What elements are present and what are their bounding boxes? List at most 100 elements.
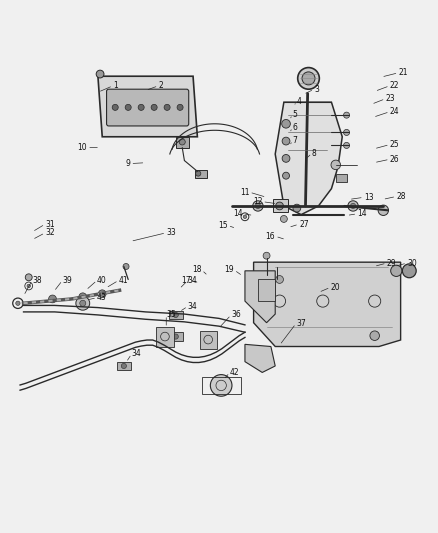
Text: 39: 39 [63,276,72,285]
Text: 18: 18 [192,265,202,274]
Circle shape [49,295,57,303]
Circle shape [25,274,32,281]
Polygon shape [245,344,275,373]
Bar [202,377,240,394]
Circle shape [283,172,290,179]
Circle shape [348,201,358,211]
Circle shape [99,290,106,297]
Circle shape [370,331,379,341]
Circle shape [343,130,350,135]
Text: 21: 21 [399,68,408,77]
Text: 6: 6 [293,123,297,132]
Text: 9: 9 [125,159,131,168]
Circle shape [123,263,129,270]
Circle shape [173,334,178,339]
Text: 27: 27 [299,220,309,229]
Text: 3: 3 [314,85,319,94]
Text: 28: 28 [396,192,406,201]
Text: 1: 1 [113,81,118,90]
Circle shape [125,104,131,110]
Text: 34: 34 [188,302,198,311]
Circle shape [378,205,389,215]
Text: 36: 36 [231,310,241,319]
Text: 24: 24 [390,107,399,116]
Bar [200,330,217,349]
Text: 26: 26 [390,155,399,164]
Bar [176,137,189,148]
Circle shape [331,160,340,169]
Circle shape [403,264,416,278]
Circle shape [293,204,301,212]
Circle shape [16,301,20,305]
Polygon shape [98,76,198,137]
Circle shape [80,300,86,306]
Circle shape [302,72,315,85]
Text: 41: 41 [119,276,128,285]
Circle shape [350,204,356,208]
Text: 19: 19 [225,265,234,274]
Text: 29: 29 [387,259,396,268]
Circle shape [253,201,263,211]
Circle shape [298,68,319,89]
Text: 35: 35 [166,310,176,319]
Text: 25: 25 [390,140,399,149]
Text: 17: 17 [181,276,191,285]
Circle shape [76,296,90,310]
Text: 2: 2 [159,81,163,90]
Text: 43: 43 [97,293,107,302]
Circle shape [138,104,144,110]
Text: 42: 42 [230,368,240,377]
Circle shape [243,215,247,219]
Text: 37: 37 [296,319,306,328]
Text: 12: 12 [253,197,262,206]
Circle shape [391,265,402,277]
Circle shape [276,202,283,210]
Circle shape [282,137,290,145]
Circle shape [276,276,283,284]
Text: 5: 5 [293,110,297,119]
Text: 31: 31 [45,220,55,229]
Circle shape [179,139,185,145]
FancyBboxPatch shape [106,89,189,126]
Text: 33: 33 [166,228,176,237]
Circle shape [282,155,290,162]
Polygon shape [254,262,401,346]
Text: 23: 23 [385,94,395,103]
Text: 38: 38 [32,276,42,285]
Bar [273,199,288,213]
Circle shape [282,119,290,128]
Bar [336,174,346,182]
Circle shape [173,312,178,318]
Text: 14: 14 [233,209,243,218]
Circle shape [280,215,287,222]
Circle shape [27,284,31,288]
Bar [169,332,183,341]
Text: 8: 8 [312,149,317,158]
Circle shape [121,364,127,368]
Polygon shape [275,102,342,215]
Bar [117,361,131,370]
Bar [195,170,207,178]
Text: 11: 11 [240,188,249,197]
Circle shape [343,112,350,118]
Text: 34: 34 [132,349,141,358]
Circle shape [112,104,118,110]
Bar [156,327,173,346]
Circle shape [210,375,232,396]
Circle shape [263,252,270,259]
Circle shape [177,104,183,110]
Text: 22: 22 [390,81,399,90]
Text: 15: 15 [218,221,228,230]
Circle shape [343,142,350,149]
Text: 20: 20 [331,283,340,292]
Text: 7: 7 [293,136,297,145]
Text: 34: 34 [188,276,198,285]
Circle shape [255,204,261,208]
Text: 10: 10 [78,143,87,152]
Polygon shape [245,271,275,322]
Text: 4: 4 [297,97,302,106]
Text: 40: 40 [97,276,107,285]
Text: 13: 13 [364,193,374,202]
Bar [258,279,275,301]
Circle shape [164,104,170,110]
